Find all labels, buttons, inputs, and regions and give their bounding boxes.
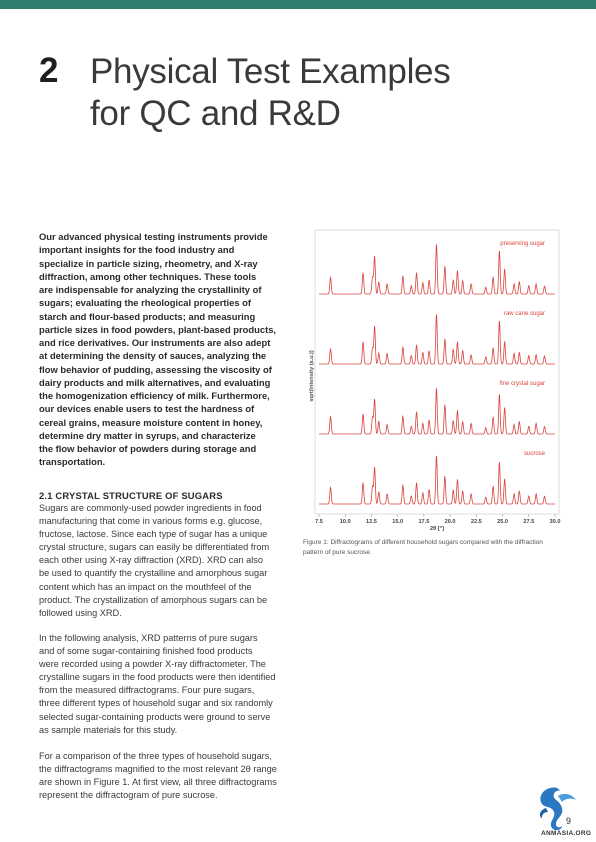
body-line: represent the diffractogram of pure sucr… (39, 789, 299, 802)
intro-line: the homogenization efficiency of milk. F… (39, 389, 297, 402)
intro-line: the flow behavior of powders during stor… (39, 442, 297, 455)
intro-line: cereal grains, measure moisture content … (39, 416, 297, 429)
body-line: manufacturing that come in various forms… (39, 515, 299, 528)
body-line: each other using X-ray diffraction (XRD)… (39, 554, 299, 567)
x-tick-label: 17.5 (418, 519, 429, 525)
top-color-bar (0, 0, 596, 9)
body-line: Sugars are commonly-used powder ingredie… (39, 502, 299, 515)
series-label: raw cane sugar (504, 311, 545, 317)
x-tick-label: 10.0 (340, 519, 351, 525)
intro-line: diffraction, among other techniques. The… (39, 270, 297, 283)
page-number: 9 (566, 816, 571, 826)
xrd-diffractogram-chart: preserving sugar raw cane sugar fine cryst… (305, 226, 561, 532)
body-line: followed using XRD. (39, 607, 299, 620)
chapter-title: Physical Test Examples for QC and R&D (90, 51, 450, 135)
x-tick-label: 30.0 (550, 519, 561, 525)
body-line: content which has an impact on the mouth… (39, 581, 299, 594)
x-tick-label: 12.5 (366, 519, 377, 525)
body-line: from the measured diffractograms. Four p… (39, 684, 299, 697)
x-tick-label: 20.0 (445, 519, 456, 525)
series-label: fine crystal sugar (500, 381, 545, 387)
body-line: the diffractograms magnified to the most… (39, 763, 299, 776)
series-label: preserving sugar (500, 241, 545, 247)
intro-paragraph: Our advanced physical testing instrument… (39, 230, 297, 469)
x-tick-label: 22.5 (471, 519, 482, 525)
intro-line: flow behavior of pudding, assessing the … (39, 363, 297, 376)
body-line: fructose, lactose. Since each type of su… (39, 528, 299, 541)
section-paragraph-1: Sugars are commonly-used powder ingredie… (39, 502, 299, 620)
x-tick-label: 15.0 (392, 519, 403, 525)
body-line: and of some sugar-containing finished fo… (39, 645, 299, 658)
chapter-title-line: for QC and R&D (90, 93, 450, 135)
body-line: In the following analysis, XRD patterns … (39, 632, 299, 645)
body-line: three different types of household sugar… (39, 697, 299, 710)
chapter-title-line: Physical Test Examples (90, 51, 450, 93)
figure-caption: Figure 1: Diffractograms of different ho… (303, 538, 565, 557)
body-line: crystal structure, sugars can easily be … (39, 541, 299, 554)
intro-line: sugars; evaluating the rheological prope… (39, 296, 297, 309)
intro-line: dairy products and milk alternatives, an… (39, 376, 297, 389)
intro-line: Our advanced physical testing instrument… (39, 230, 297, 243)
body-line: are shown in Figure 1. At first view, al… (39, 776, 299, 789)
intro-line: are indispensable for analyzing the crys… (39, 283, 297, 296)
intro-line: and rice derivatives. Our instruments ar… (39, 336, 297, 349)
body-line: product. The crystallization of amorphou… (39, 594, 299, 607)
section-paragraph-3: For a comparison of the three types of h… (39, 750, 299, 802)
body-line: were recorded using a powder X-ray diffr… (39, 658, 299, 671)
y-axis-label: sqrt(intensity (a.u.)) (309, 350, 315, 402)
caption-line: pattern of pure sucrose. (303, 548, 565, 558)
caption-line: Figure 1: Diffractograms of different ho… (303, 538, 565, 548)
intro-line: specialize in particle sizing, rheometry… (39, 257, 297, 270)
chapter-number: 2 (39, 51, 58, 91)
x-tick-label: 27.5 (523, 519, 534, 525)
x-tick-label: 25.0 (497, 519, 508, 525)
series-label: sucrose (524, 451, 546, 457)
section-heading: 2.1 CRYSTAL STRUCTURE OF SUGARS (39, 490, 223, 501)
body-line: as sample materials for this study. (39, 724, 299, 737)
intro-line: transportation. (39, 455, 297, 468)
x-tick-label: 7.5 (315, 519, 323, 525)
logo-text: ANMASIA.ORG (541, 830, 591, 837)
x-axis-label: 2θ [°] (430, 526, 444, 532)
body-line: crystalline sugars in the food products … (39, 671, 299, 684)
body-line: be used to quantify the crystalline and … (39, 567, 299, 580)
intro-line: determine dry matter in syrups, and char… (39, 429, 297, 442)
intro-line: at determining the density of sauces, an… (39, 349, 297, 362)
intro-line: important insights for the food industry… (39, 243, 297, 256)
intro-line: starch and flour-based products; and mea… (39, 310, 297, 323)
section-paragraph-2: In the following analysis, XRD patterns … (39, 632, 299, 737)
intro-line: our devices enable users to test the har… (39, 402, 297, 415)
body-line: selected sugar-containing products were … (39, 711, 299, 724)
body-line: For a comparison of the three types of h… (39, 750, 299, 763)
intro-line: particle sizes in food powders, plant-ba… (39, 323, 297, 336)
